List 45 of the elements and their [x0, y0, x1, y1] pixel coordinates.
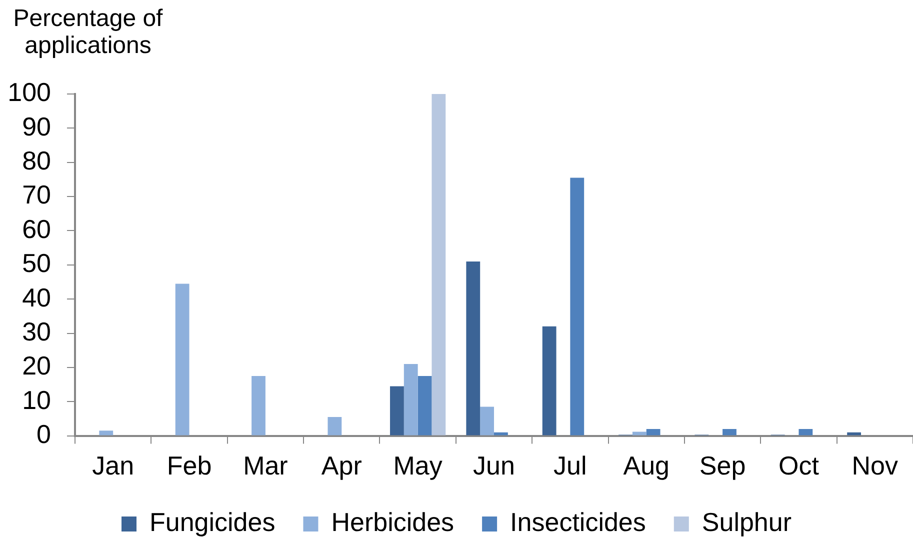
- x-tick-label: Jul: [554, 450, 587, 481]
- x-tick-label: Jun: [473, 450, 515, 481]
- bar: [480, 406, 494, 436]
- x-tick-label: Feb: [166, 450, 212, 481]
- bar: [466, 261, 480, 436]
- y-tick-label: 90: [22, 111, 51, 142]
- bar: [99, 430, 114, 436]
- y-tick-label: 50: [22, 248, 51, 278]
- bar: [798, 428, 813, 436]
- y-tick-label: 20: [22, 350, 51, 381]
- bar: [432, 94, 446, 436]
- bar: [542, 326, 556, 436]
- bar: [570, 178, 584, 436]
- x-tick-label: Oct: [778, 450, 820, 481]
- bar: [494, 432, 508, 436]
- legend-label: Herbicides: [331, 507, 454, 537]
- bar: [646, 428, 660, 436]
- legend-label: Fungicides: [149, 507, 276, 537]
- y-tick-label: 10: [22, 384, 51, 415]
- bar: [632, 432, 646, 436]
- bar: [252, 376, 266, 436]
- bar: [175, 284, 190, 436]
- y-tick-label: 70: [22, 180, 51, 210]
- x-tick-label: May: [393, 450, 442, 481]
- legend-label: Insecticides: [510, 507, 646, 537]
- x-tick-label: Jan: [92, 450, 134, 481]
- y-tick-label: 100: [8, 77, 51, 108]
- y-tick-label: 60: [22, 214, 51, 244]
- x-tick-label: Aug: [623, 450, 670, 481]
- bar: [390, 386, 404, 436]
- y-axis-title: Percentage of applications: [12, 5, 164, 59]
- x-tick-label: Nov: [852, 450, 898, 481]
- bar: [847, 432, 862, 436]
- legend-label: Sulphur: [702, 507, 792, 537]
- x-tick-label: Sep: [699, 450, 746, 481]
- y-tick-label: 80: [22, 146, 51, 176]
- bar: [722, 428, 736, 436]
- y-tick-label: 40: [22, 282, 51, 312]
- y-tick-label: 0: [36, 418, 51, 449]
- y-tick-label: 30: [22, 316, 51, 346]
- bar: [404, 364, 418, 436]
- bar: [418, 376, 432, 436]
- bar: [328, 417, 342, 436]
- x-tick-label: Apr: [321, 450, 362, 481]
- x-tick-label: Mar: [243, 450, 288, 481]
